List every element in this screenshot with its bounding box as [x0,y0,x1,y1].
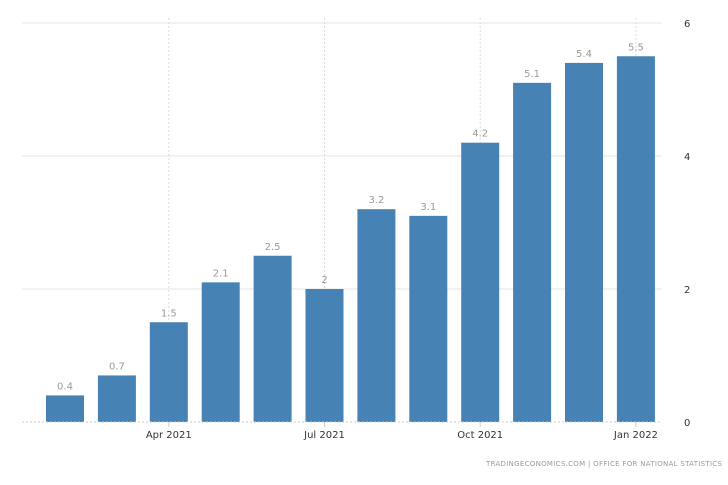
bar [149,322,188,422]
bar [409,215,448,422]
y-tick-label: 0 [684,418,690,429]
bar [357,209,396,422]
data-label: 2.1 [213,268,229,279]
bar [513,82,552,422]
source-credit: TRADINGECONOMICS.COM | OFFICE FOR NATION… [486,460,723,468]
data-label: 0.7 [109,361,125,372]
y-tick-label: 2 [684,285,690,296]
data-label: 1.5 [161,308,177,319]
data-label: 2 [321,275,327,286]
bar [97,375,136,422]
bar [461,142,500,422]
bar [46,395,84,422]
data-label: 5.5 [628,42,644,53]
x-tick-label: Jul 2021 [303,430,345,441]
x-tick-label: Apr 2021 [146,430,192,441]
x-tick-label: Oct 2021 [457,430,503,441]
bar [201,282,240,422]
data-label: 5.4 [576,49,592,60]
bar [565,62,603,423]
bar [253,255,292,422]
data-label: 5.1 [524,69,540,80]
data-label: 3.2 [368,195,384,206]
data-label: 0.4 [57,381,73,392]
bar [616,56,655,422]
data-label: 2.5 [265,242,281,253]
y-tick-label: 6 [684,19,690,30]
data-label: 3.1 [420,202,436,213]
x-tick-label: Jan 2022 [613,430,658,441]
y-tick-label: 4 [684,152,690,163]
bar [305,289,344,422]
data-label: 4.2 [472,129,488,140]
